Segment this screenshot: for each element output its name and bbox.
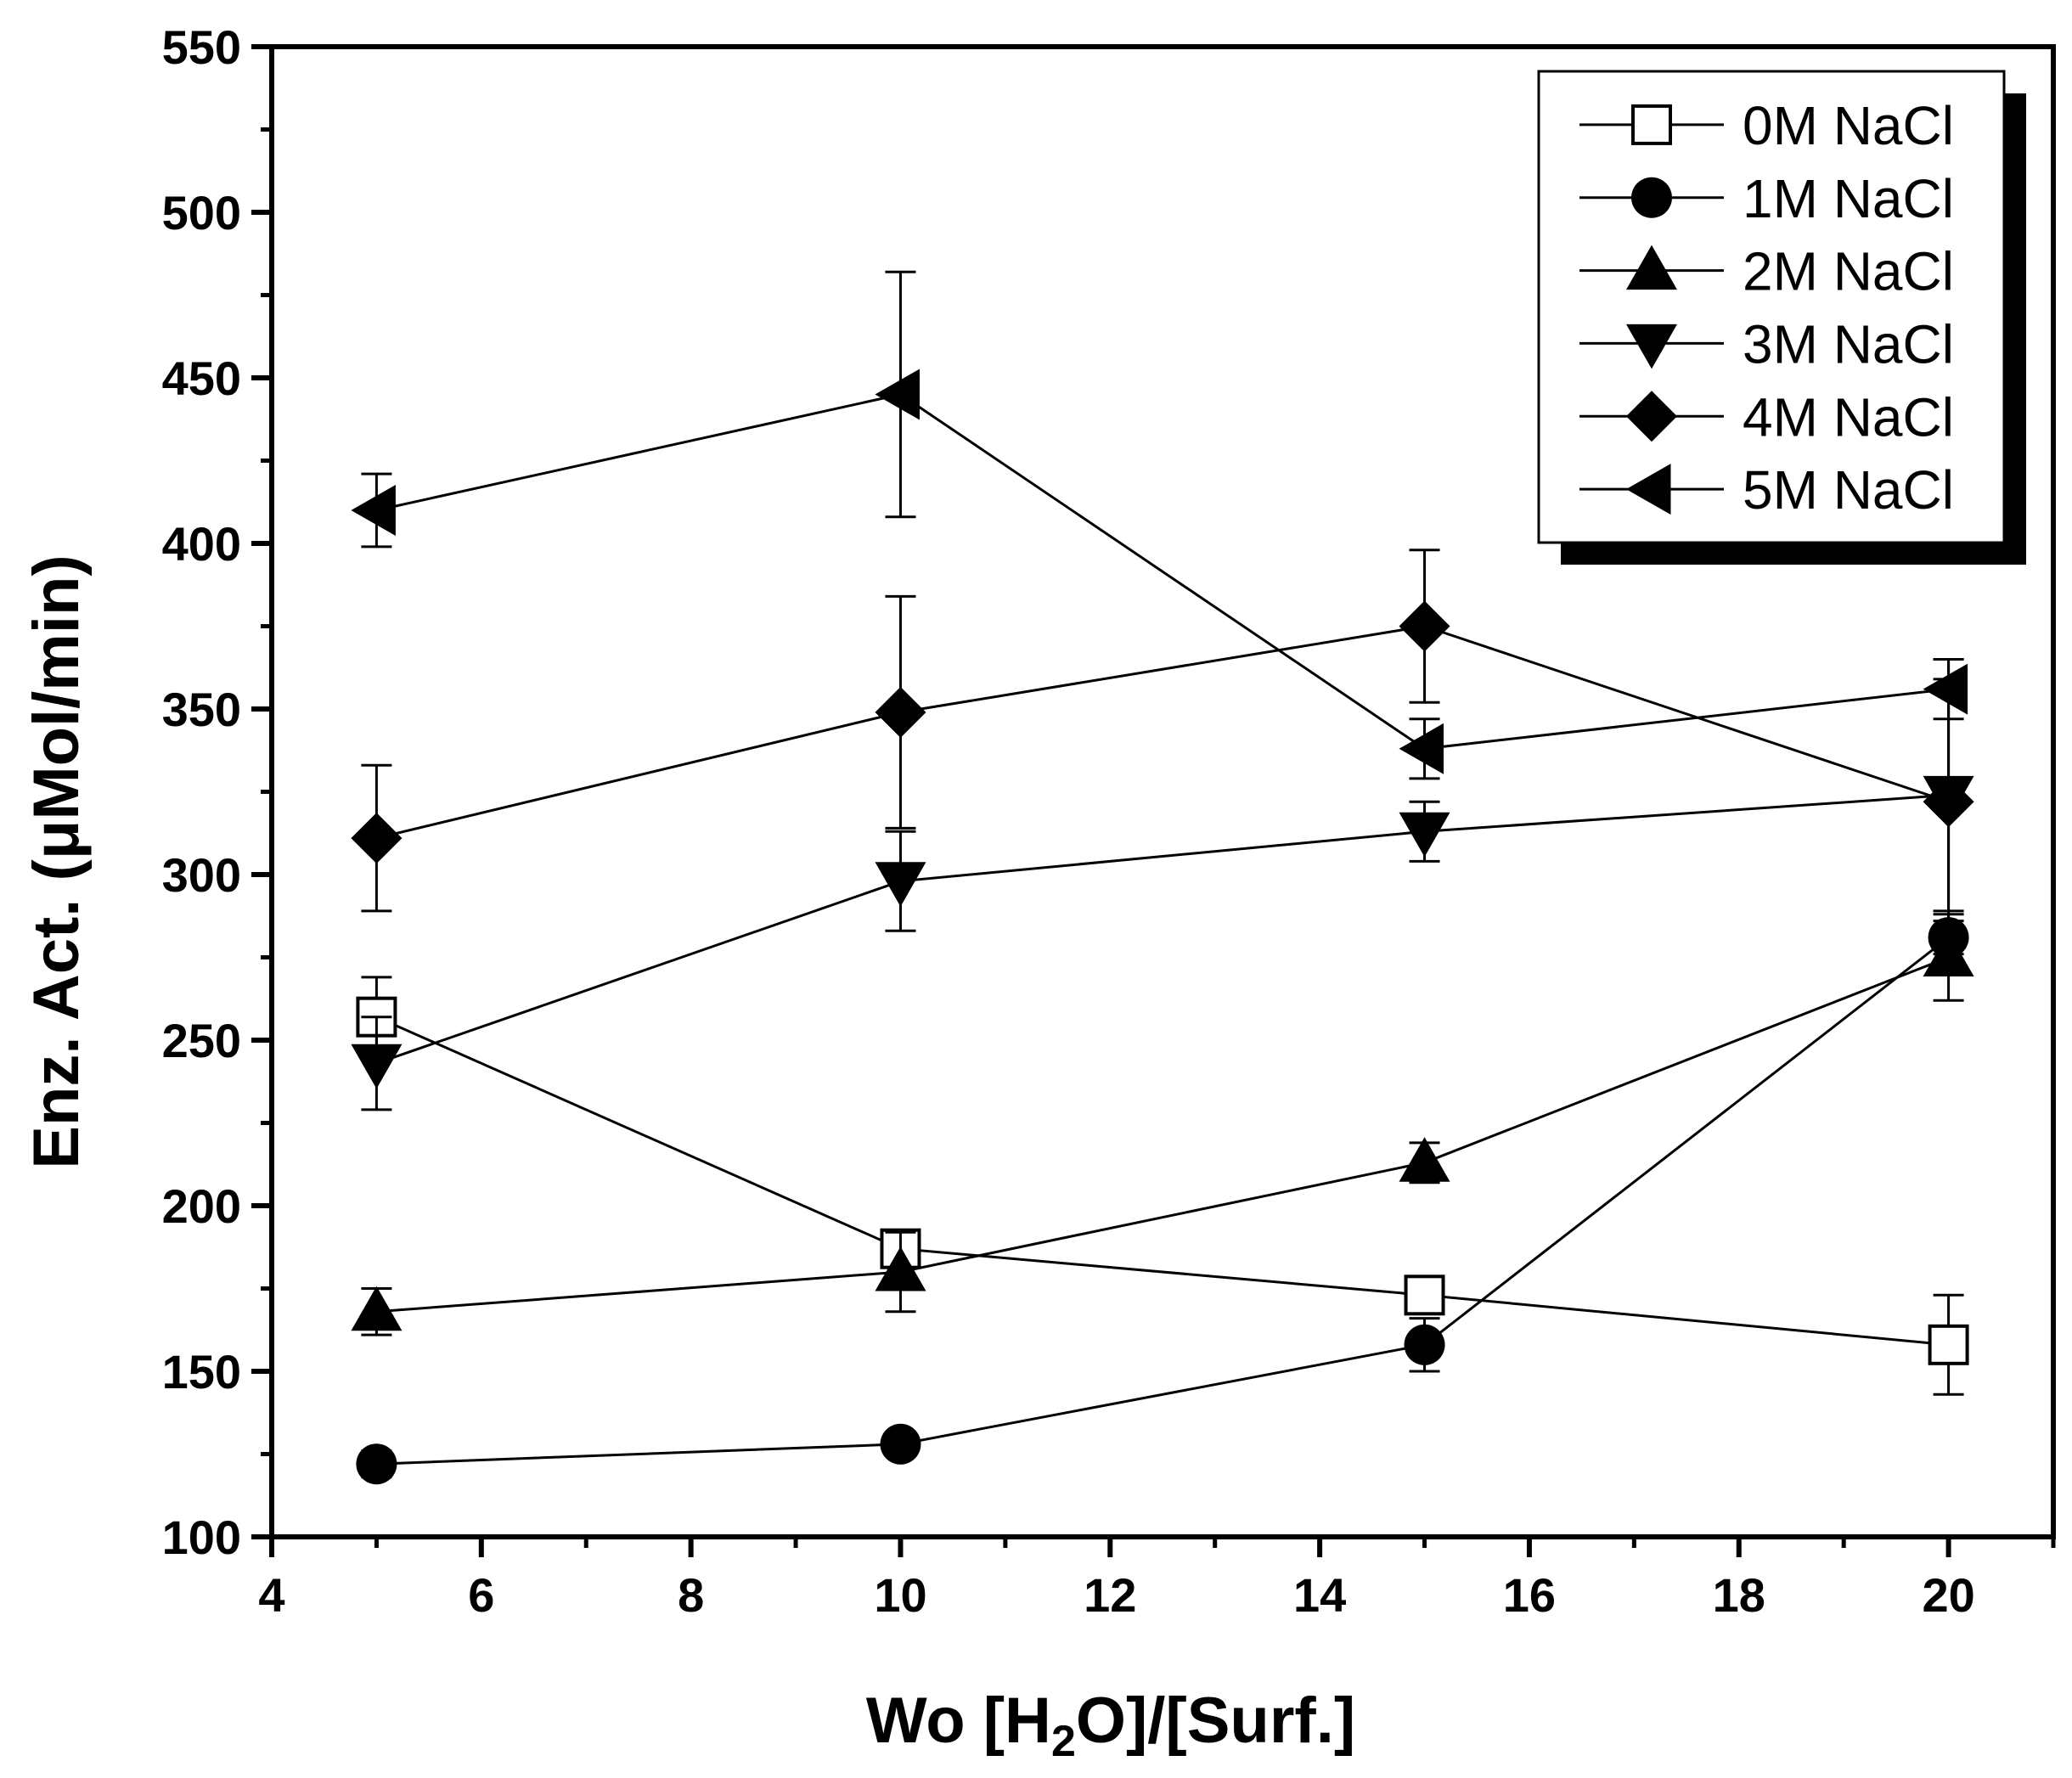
legend-item: 5M NaCl — [1579, 459, 1954, 520]
y-axis-title: Enz. Act. (μMol/min) — [20, 554, 93, 1168]
x-tick-label: 18 — [1713, 1568, 1765, 1622]
data-point — [1404, 1274, 1445, 1316]
data-point — [1923, 663, 1968, 715]
x-tick-label: 16 — [1503, 1568, 1556, 1622]
series-5 — [351, 270, 1968, 780]
data-point — [875, 369, 920, 420]
x-axis-title: Wo [H2O]/[Surf.] — [866, 1685, 1355, 1766]
series-line — [376, 624, 1950, 840]
legend: 0M NaCl 1M NaCl 2M NaCl 3M NaCl 4M NaCl 5M Na… — [1537, 70, 2026, 565]
series-1 — [356, 917, 1969, 1485]
series-layer — [351, 270, 1974, 1485]
series-line — [376, 936, 1950, 1466]
y-tick-label: 200 — [162, 1179, 241, 1233]
data-point — [351, 813, 403, 864]
legend-label: 0M NaCl — [1743, 95, 1954, 156]
y-tick-label: 450 — [162, 352, 241, 405]
y-tick-label: 300 — [162, 848, 241, 902]
data-point — [1399, 723, 1444, 774]
data-point — [1923, 931, 1974, 976]
series-line — [375, 793, 1949, 1065]
data-point — [1399, 1137, 1450, 1182]
legend-item: 1M NaCl — [1579, 168, 1954, 229]
series-0 — [356, 976, 1969, 1396]
y-tick-label: 500 — [162, 186, 241, 239]
x-tick-label: 10 — [874, 1568, 926, 1622]
y-tick-label: 400 — [162, 517, 241, 571]
y-tick-label: 550 — [162, 20, 241, 74]
legend-item: 4M NaCl — [1579, 386, 1954, 447]
y-tick-label: 350 — [162, 683, 241, 736]
x-tick-label: 4 — [258, 1568, 284, 1622]
data-point — [875, 686, 926, 738]
legend-marker — [1626, 324, 1677, 369]
data-point — [880, 1423, 921, 1465]
legend-item: 2M NaCl — [1579, 241, 1954, 302]
data-point — [875, 1246, 926, 1291]
data-point — [1404, 1324, 1445, 1365]
x-tick-label: 6 — [468, 1568, 494, 1622]
data-point — [351, 1044, 403, 1089]
data-point — [351, 1286, 403, 1331]
series-3 — [351, 678, 1974, 1111]
data-point — [1928, 1324, 1969, 1365]
x-axis-title-subscript: 2 — [1051, 1717, 1076, 1766]
series-line — [375, 1016, 1949, 1347]
series-line — [376, 956, 1950, 1314]
x-tick-label: 12 — [1084, 1568, 1136, 1622]
data-point — [1923, 776, 1974, 828]
x-axis-title-prefix: Wo [H — [866, 1685, 1051, 1757]
series-4 — [351, 549, 1974, 946]
legend-label: 2M NaCl — [1743, 241, 1954, 302]
legend-label: 5M NaCl — [1743, 459, 1954, 520]
legend-item: 0M NaCl — [1579, 95, 1954, 156]
x-tick-label: 8 — [678, 1568, 704, 1622]
axes: 4 6 8 10 12 14 16 18 20 100 150 200 250 300 350 400 450 5… — [162, 20, 2056, 1622]
x-tick-label: 20 — [1922, 1568, 1974, 1622]
x-tick-label: 14 — [1293, 1568, 1346, 1622]
data-point — [875, 862, 926, 907]
legend-item: 3M NaCl — [1579, 313, 1954, 374]
y-tick-label: 150 — [162, 1345, 241, 1398]
data-point — [351, 485, 396, 536]
y-tick-label: 100 — [162, 1511, 241, 1564]
series-line — [376, 392, 1949, 751]
legend-box — [1537, 70, 2006, 544]
x-axis-title-suffix: O]/[Surf.] — [1076, 1685, 1355, 1757]
data-point — [1399, 812, 1450, 858]
legend-marker — [1631, 104, 1672, 145]
legend-marker — [1626, 245, 1677, 290]
legend-label: 1M NaCl — [1743, 168, 1954, 229]
y-tick-label: 250 — [162, 1014, 241, 1067]
data-point — [356, 1443, 397, 1485]
legend-label: 3M NaCl — [1743, 313, 1954, 374]
legend-marker — [1626, 391, 1677, 442]
data-point — [1399, 600, 1450, 652]
legend-marker — [1631, 177, 1672, 218]
legend-marker — [1626, 464, 1671, 515]
legend-label: 4M NaCl — [1743, 386, 1954, 447]
